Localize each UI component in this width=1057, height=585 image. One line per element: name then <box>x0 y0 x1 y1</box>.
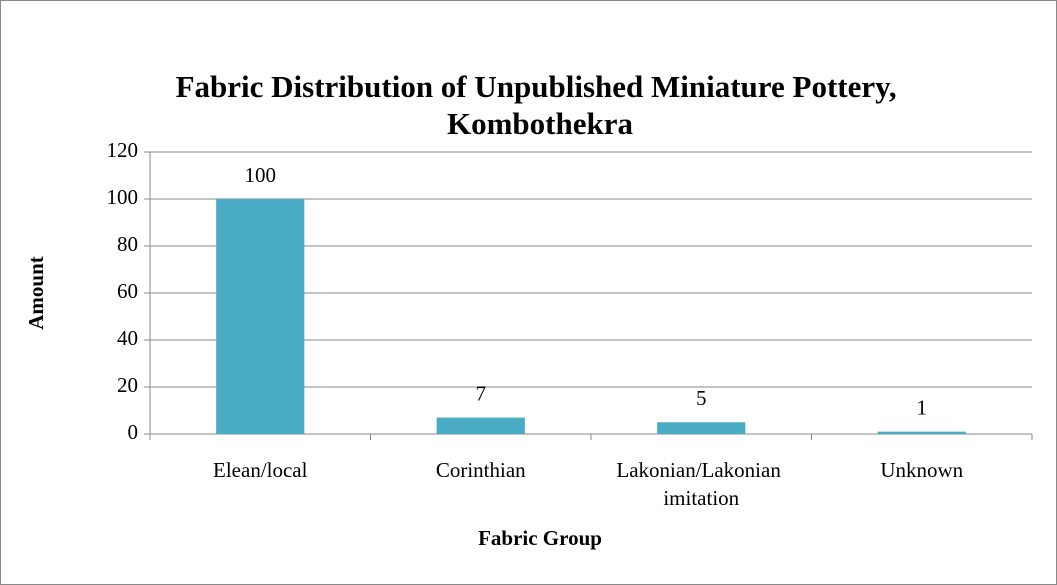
y-tick-label: 0 <box>128 420 139 444</box>
x-tick-label: Corinthian <box>436 458 526 482</box>
chart-title: Fabric Distribution of Unpublished Minia… <box>176 69 905 141</box>
x-tick-label: Elean/local <box>213 458 308 482</box>
bar <box>216 199 305 434</box>
bar <box>877 431 966 434</box>
data-label: 7 <box>476 381 487 405</box>
y-tick-label: 100 <box>107 185 139 209</box>
x-tick-label: Unknown <box>880 458 963 482</box>
data-label: 5 <box>696 386 707 410</box>
y-tick-label: 40 <box>117 326 138 350</box>
data-label: 1 <box>917 395 928 419</box>
y-axis-title: Amount <box>24 256 48 330</box>
y-tick-label: 60 <box>117 279 138 303</box>
bar <box>436 417 525 434</box>
y-tick-label: 20 <box>117 373 138 397</box>
y-tick-label: 120 <box>107 138 139 162</box>
bar <box>657 422 746 434</box>
x-tick-label: Lakonian/Lakonian imitation <box>616 458 786 510</box>
data-label: 100 <box>245 163 277 187</box>
y-tick-label: 80 <box>117 232 138 256</box>
x-axis-title: Fabric Group <box>478 526 602 550</box>
